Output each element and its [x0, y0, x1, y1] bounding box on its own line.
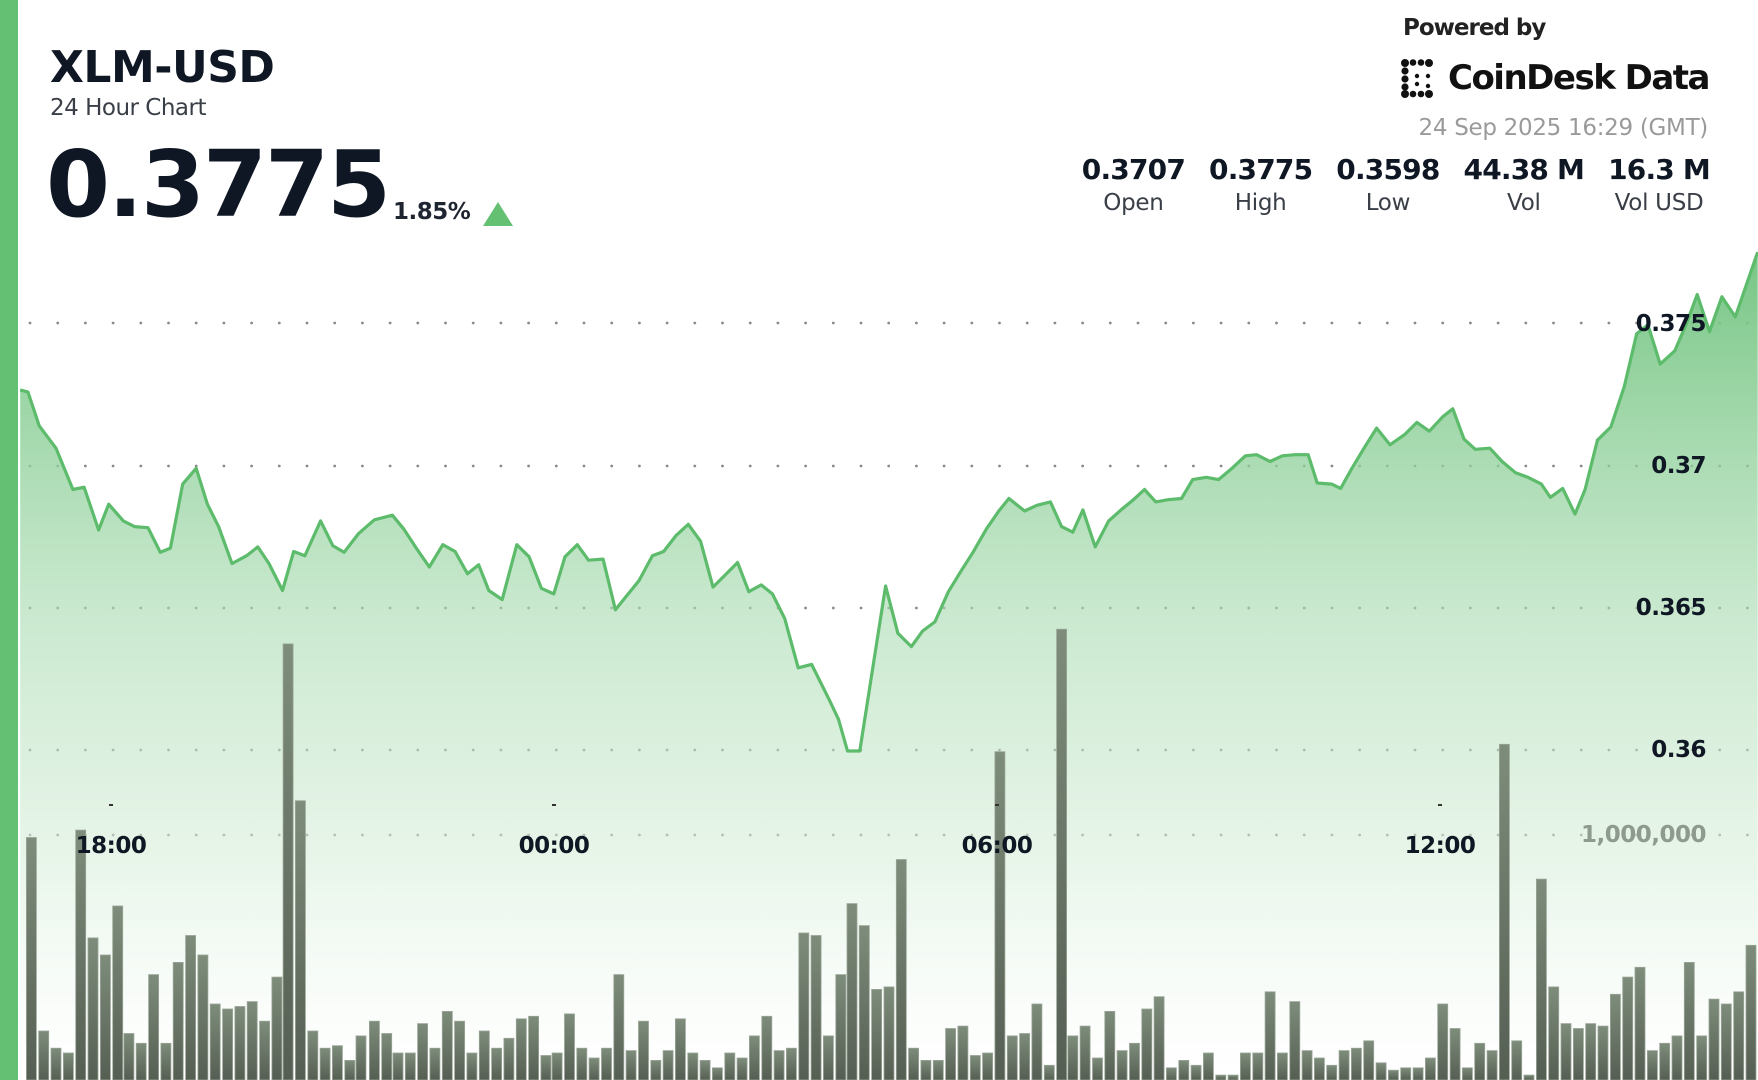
brand-logo-link[interactable]: CoinDesk Data	[1400, 56, 1711, 100]
stats-row: 0.3707 Open 0.3775 High 0.3598 Low 44.38…	[1058, 152, 1711, 218]
volume-axis-label: 1,000,000	[1581, 822, 1707, 848]
x-tick-1200: 12:00	[1404, 833, 1476, 859]
stat-label: High	[1234, 190, 1287, 216]
current-price: 0.3775	[46, 131, 391, 238]
y-tick-0365: 0.365	[1635, 595, 1707, 621]
chart-subtitle: 24 Hour Chart	[50, 95, 207, 121]
stat-label: Low	[1365, 190, 1411, 216]
volume-bars	[25, 628, 1757, 1080]
coindesk-logo-icon	[1401, 59, 1433, 98]
x-axis-ticks	[109, 804, 1442, 806]
y-tick-037: 0.37	[1651, 453, 1706, 479]
stat-open: 0.3707 Open	[1081, 152, 1186, 218]
stat-value: 0.3775	[1209, 153, 1313, 186]
stat-value: 0.3707	[1081, 153, 1186, 186]
stat-high: 0.3775 High	[1209, 152, 1313, 218]
stat-vol-usd: 16.3 M Vol USD	[1608, 152, 1711, 218]
x-tick-1800: 18:00	[75, 833, 147, 859]
up-arrow-icon	[483, 202, 513, 226]
pair-title: XLM-USD	[50, 42, 275, 93]
stat-label: Open	[1103, 190, 1164, 216]
timestamp: 24 Sep 2025 16:29 (GMT)	[1418, 115, 1709, 141]
powered-by-label: Powered by	[1403, 15, 1546, 41]
x-tick-0600: 06:00	[961, 833, 1033, 859]
x-tick-0000: 00:00	[518, 833, 590, 859]
brand-name: CoinDesk Data	[1448, 58, 1711, 98]
stat-label: Vol	[1507, 190, 1541, 216]
y-tick-036: 0.36	[1651, 737, 1706, 763]
stat-vol: 44.38 M Vol	[1464, 152, 1585, 218]
stat-label: Vol USD	[1614, 190, 1704, 216]
accent-bar	[0, 0, 18, 1080]
change-percent: 1.85%	[393, 199, 471, 225]
price-area	[20, 252, 1758, 1080]
stat-value: 16.3 M	[1608, 153, 1711, 186]
stat-value: 0.3598	[1336, 153, 1440, 186]
stat-low: 0.3598 Low	[1336, 152, 1440, 218]
stat-value: 44.38 M	[1463, 153, 1585, 186]
price-line	[19, 251, 1758, 753]
y-tick-0375: 0.375	[1635, 311, 1707, 337]
